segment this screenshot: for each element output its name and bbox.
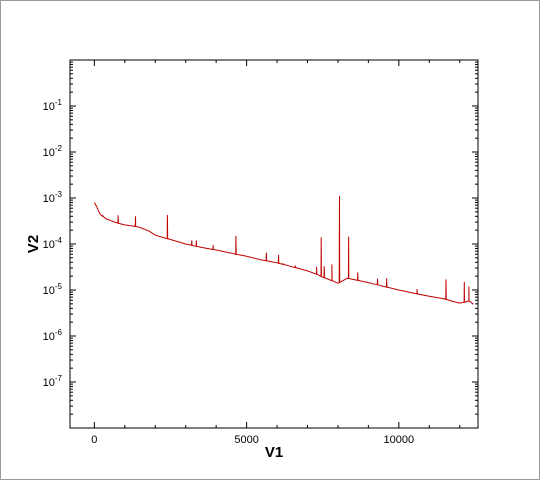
x-tick-label: 0 xyxy=(91,434,97,446)
y-axis-ticks: 10-1 10-2 10-3 10-4 10-5 10-6 10-7 xyxy=(43,61,478,415)
series-line xyxy=(93,196,474,305)
x-tick-label: 10000 xyxy=(384,434,415,446)
y-tick-label: 10-6 xyxy=(43,328,63,343)
series-layer xyxy=(93,196,474,305)
y-tick-label: 10-7 xyxy=(43,374,63,389)
y-tick-label: 10-3 xyxy=(43,190,63,205)
x-axis-ticks: 0 5000 10000 xyxy=(91,60,461,446)
y-axis-title: V2 xyxy=(25,235,42,253)
plot-area-border xyxy=(69,59,479,429)
x-axis-title: V1 xyxy=(265,444,283,461)
y-tick-label: 10-2 xyxy=(43,144,63,159)
y-tick-label: 10-5 xyxy=(43,282,63,297)
x-tick-label: 5000 xyxy=(234,434,258,446)
y-tick-label: 10-1 xyxy=(43,98,63,113)
y-tick-label: 10-4 xyxy=(43,236,63,251)
